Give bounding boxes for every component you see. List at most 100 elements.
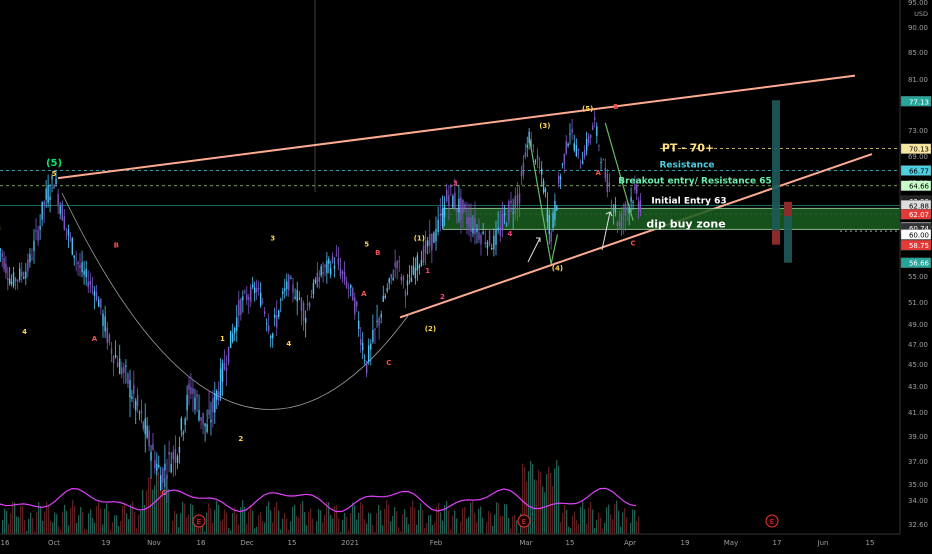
candle-body (176, 456, 179, 463)
price-tick-label: 35.00 (908, 481, 928, 489)
candle-body (240, 298, 242, 315)
candle-body (170, 464, 172, 473)
time-tick-label: Nov (147, 539, 161, 547)
price-tick-label: 85.00 (908, 49, 928, 57)
volume-bar (134, 511, 136, 550)
volume-bar (36, 511, 38, 550)
candle-body (396, 261, 398, 269)
price-tick-label: 90.00 (908, 24, 928, 32)
volume-bar (304, 512, 306, 550)
candle-body (31, 258, 33, 260)
candle-body (368, 345, 370, 362)
volume-bar (240, 507, 242, 550)
candle-body (16, 279, 19, 281)
candle-body (121, 367, 123, 375)
candle-body (398, 260, 400, 262)
candle-body (382, 295, 384, 302)
volume-bar (580, 506, 582, 550)
price-tick-label: 81.00 (908, 76, 928, 84)
candle-body (274, 314, 276, 318)
candle-body (150, 451, 152, 461)
candle-body (354, 297, 356, 315)
volume-bar (260, 511, 262, 550)
candle-body (12, 272, 15, 287)
candle-body (314, 279, 317, 283)
candle-body (326, 260, 328, 274)
price-tick-label: 43.00 (908, 383, 928, 391)
candle-body (208, 409, 210, 415)
candle-body (616, 222, 619, 227)
price-tick-label: 32.60 (908, 521, 928, 529)
time-tick-label: Feb (430, 539, 443, 547)
price-tag (900, 209, 932, 220)
candle-body (45, 188, 47, 200)
candle-body (0, 248, 2, 251)
volume-bar (96, 505, 98, 550)
wave-label: 4 (22, 328, 27, 336)
volume-bar (182, 501, 184, 550)
wave-label: (2) (425, 325, 436, 333)
volume-bar (66, 511, 68, 550)
price-tag (900, 165, 932, 176)
volume-bar (226, 512, 228, 550)
candle-body (548, 215, 550, 235)
candle-body (508, 201, 510, 222)
candle-body (503, 213, 506, 216)
volume-bar (444, 505, 446, 550)
candle-body (263, 311, 266, 315)
candle-body (587, 136, 590, 144)
volume-bar (524, 467, 526, 550)
time-tick-label: 19 (681, 539, 690, 547)
candle-body (322, 272, 324, 275)
candle-body (612, 208, 615, 210)
volume-bar (164, 478, 166, 550)
candle-body (404, 291, 407, 297)
candle-body (265, 323, 268, 325)
volume-bar (56, 514, 58, 550)
volume-bar (310, 508, 312, 550)
candle-body (196, 394, 198, 398)
candle-body (250, 286, 252, 302)
candle-body (408, 275, 411, 277)
volume-bar (632, 509, 634, 550)
earnings-marker-icon (517, 514, 531, 528)
candle-body (559, 176, 562, 180)
volume-bar (180, 513, 182, 550)
volume-bar (544, 492, 546, 550)
candle-body (217, 391, 220, 401)
initial-entry-label: Initial Entry 63 (651, 196, 726, 206)
volume-bar (406, 516, 408, 550)
candle-body (337, 258, 340, 265)
candle-body (573, 143, 575, 151)
volume-bar (144, 504, 146, 550)
candle-body (27, 259, 29, 272)
volume-bar (22, 506, 24, 550)
candle-body (77, 262, 79, 265)
volume-bar (550, 472, 552, 550)
time-tick-label: Jun (817, 539, 829, 547)
volume-bar (140, 510, 142, 550)
volume-bar (268, 501, 270, 550)
candle-body (602, 159, 604, 161)
candle-body (361, 342, 364, 351)
candle-body (474, 217, 476, 235)
price-tick-label: 34.00 (908, 497, 928, 505)
volume-bar (392, 516, 394, 550)
volume-bar (474, 512, 476, 550)
candle-body (542, 180, 545, 193)
volume-bar (270, 510, 272, 550)
volume-bar (344, 512, 346, 550)
candle-body (142, 422, 145, 429)
candle-body (365, 361, 368, 374)
candle-body (29, 254, 31, 263)
volume-bar (554, 468, 556, 550)
volume-bar (210, 507, 212, 550)
candle-body (158, 465, 160, 468)
candle-body (356, 301, 358, 307)
volume-bar (30, 512, 32, 550)
candle-body (394, 262, 396, 268)
candle-body (554, 200, 556, 220)
